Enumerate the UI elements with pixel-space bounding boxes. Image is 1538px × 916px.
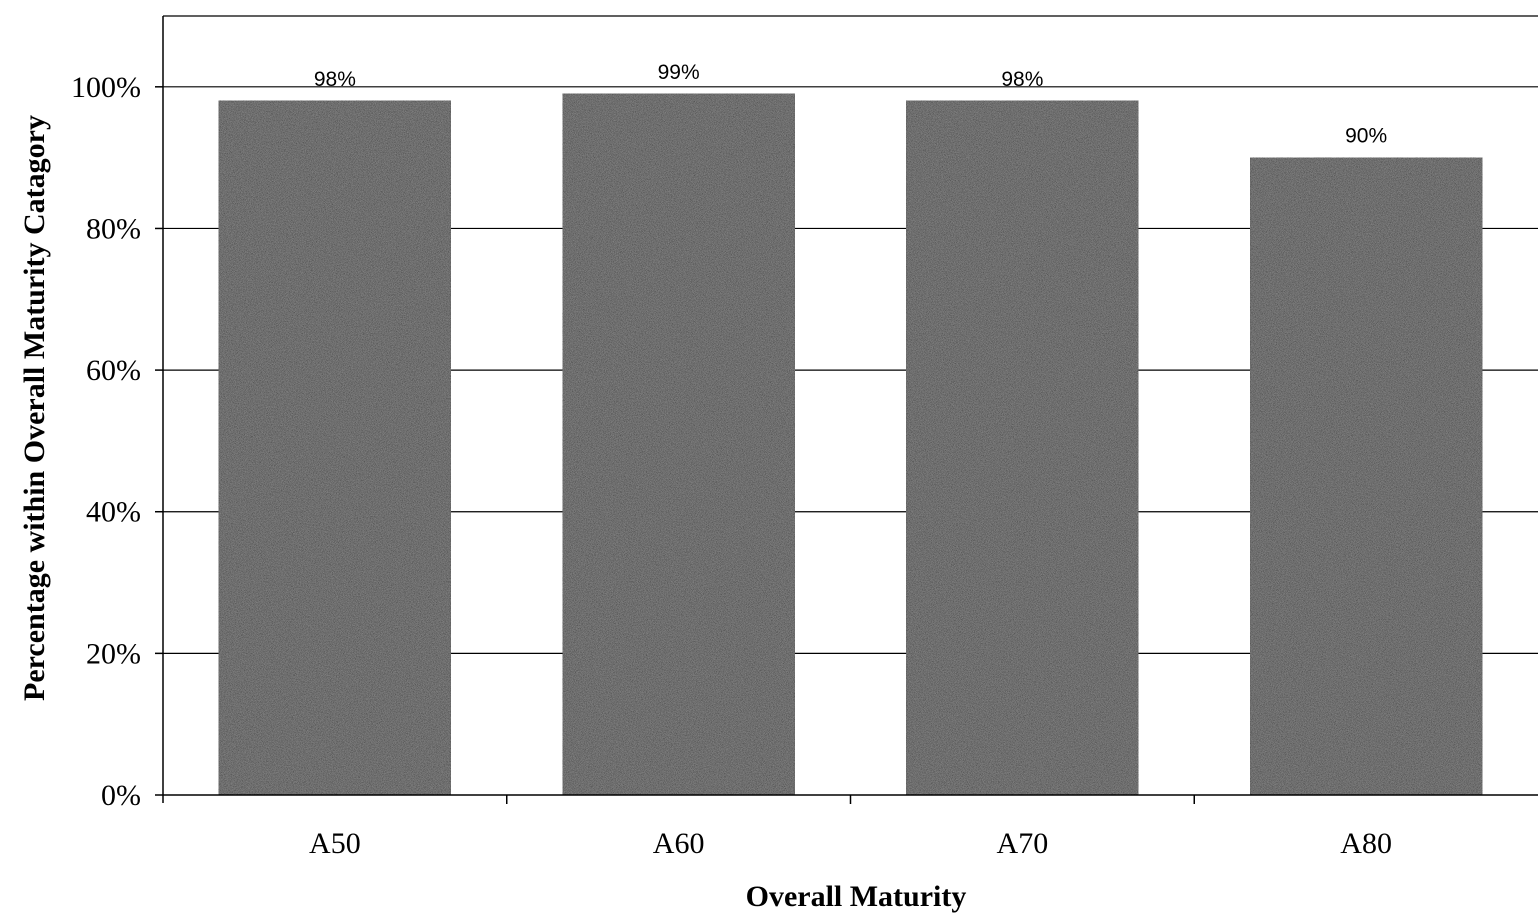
data-label: 98% — [1001, 68, 1043, 91]
y-tick-label: 40% — [86, 496, 141, 529]
data-label: 99% — [658, 61, 700, 84]
data-label: 90% — [1345, 125, 1387, 148]
data-label: 98% — [314, 68, 356, 91]
bar-a50 — [218, 100, 452, 796]
bar-a70 — [905, 100, 1140, 796]
x-tick-label: A50 — [309, 827, 361, 860]
y-tick-label: 60% — [86, 354, 141, 387]
bars — [218, 93, 1483, 796]
x-tick-label: A60 — [653, 827, 705, 860]
x-axis-ticks: A50 A60 A70 A80 — [309, 795, 1392, 860]
x-tick-label: A80 — [1340, 827, 1392, 860]
y-axis-ticks: 0% 20% 40% 60% 80% 100% — [71, 71, 163, 812]
x-axis-title: Overall Maturity — [746, 880, 967, 913]
y-tick-label: 20% — [86, 637, 141, 670]
y-tick-label: 0% — [101, 779, 141, 812]
bar-a60 — [561, 93, 796, 796]
y-tick-label: 80% — [86, 212, 141, 245]
data-labels: 98% 99% 98% 90% — [314, 61, 1387, 148]
bar-a80 — [1249, 156, 1483, 796]
x-tick-label: A70 — [997, 827, 1049, 860]
y-axis-title: Percentage within Overall Maturity Catag… — [18, 115, 51, 701]
y-tick-label: 100% — [71, 71, 141, 104]
